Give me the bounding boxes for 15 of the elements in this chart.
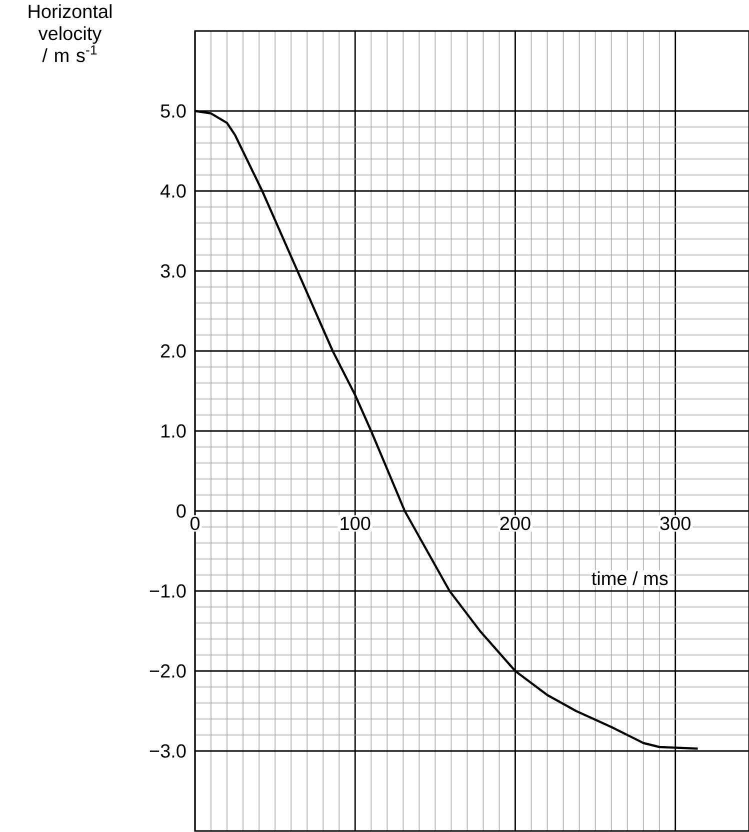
x-tick-label: 100 (340, 516, 370, 530)
x-tick-label: 200 (500, 516, 530, 530)
y-tick-label: 5.0 (160, 104, 186, 118)
y-tick-label: −1.0 (150, 584, 186, 598)
x-tick-label: 300 (660, 516, 690, 530)
y-tick-label: 2.0 (161, 344, 186, 358)
x-tick-label: 0 (190, 516, 200, 530)
y-tick-label: 0 (176, 504, 186, 518)
y-tick-label: 4.0 (160, 184, 186, 198)
y-tick-label: −2.0 (150, 664, 186, 678)
x-axis-title: time / ms (592, 571, 668, 586)
y-tick-label: 3.0 (160, 264, 186, 278)
y-axis-title: Horizontal velocity / m s$^{-1}$ (28, 4, 112, 62)
y-tick-label: 1.0 (162, 424, 186, 438)
y-tick-label: −3.0 (150, 744, 186, 758)
